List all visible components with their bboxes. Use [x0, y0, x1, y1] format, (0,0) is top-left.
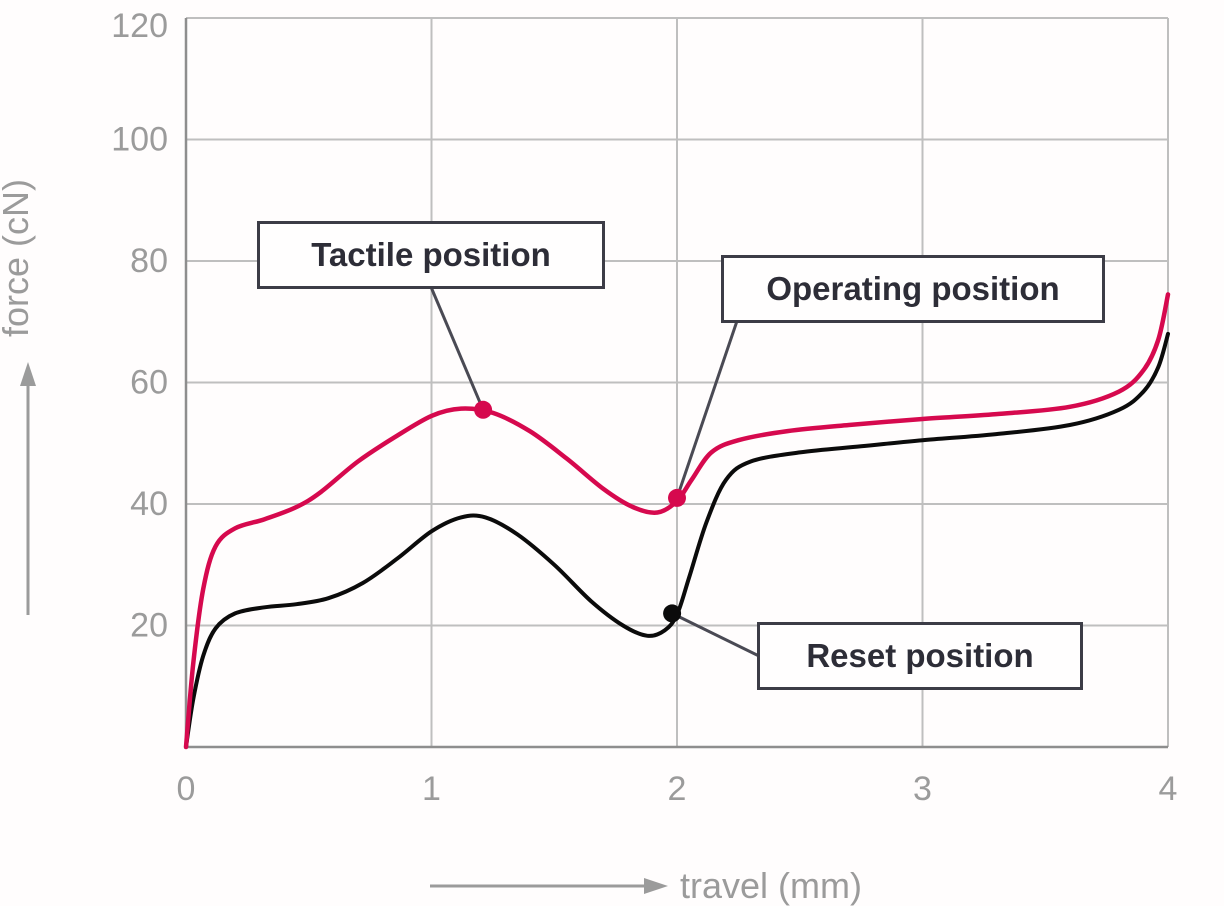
marker-dot-reset [663, 604, 682, 623]
position-markers [474, 400, 686, 623]
x-tick-label: 2 [668, 770, 687, 808]
x-tick-label: 1 [422, 770, 441, 808]
y-axis-title: force (cN) [0, 179, 36, 337]
gridlines [185, 17, 1169, 747]
callout-operating-position: Operating position [721, 255, 1105, 323]
y-tick-label: 60 [130, 364, 168, 402]
callout-tactile-position: Tactile position [257, 221, 605, 289]
axes [184, 18, 1168, 749]
callout-reset-position: Reset position [757, 622, 1083, 690]
y-tick-label: 80 [130, 242, 168, 280]
marker-dot-tactile [474, 400, 493, 419]
travel-axis-arrow-icon [644, 878, 668, 894]
axis-titles: force (cN) travel (mm) [0, 179, 862, 906]
callout-reset-label: Reset position [806, 637, 1034, 674]
x-tick-label: 3 [913, 770, 932, 808]
y-tick-label: 120 [111, 7, 168, 45]
tick-labels: 0 1 2 3 4 20 40 60 80 100 120 [111, 7, 1177, 808]
curve-press-force [183, 292, 1171, 750]
y-tick-label: 100 [111, 121, 168, 159]
marker-dot-operating [668, 488, 686, 507]
callout-tactile-label: Tactile position [311, 236, 551, 273]
x-tick-label: 4 [1159, 770, 1178, 808]
y-tick-label: 20 [130, 607, 168, 645]
callout-operating-label: Operating position [766, 270, 1060, 307]
leader-lines [429, 286, 760, 658]
x-axis-title: travel (mm) [680, 865, 862, 906]
x-tick-label: 0 [177, 770, 196, 808]
curve-release-force [184, 331, 1170, 749]
y-tick-label: 40 [130, 485, 168, 523]
force-curves [183, 292, 1171, 750]
force-axis-arrow-icon [20, 362, 36, 386]
